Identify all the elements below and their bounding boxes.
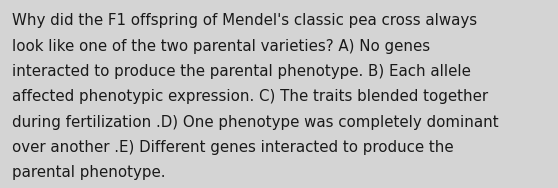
Text: parental phenotype.: parental phenotype. <box>12 165 166 180</box>
Text: look like one of the two parental varieties? A) No genes: look like one of the two parental variet… <box>12 39 430 54</box>
Text: Why did the F1 offspring of Mendel's classic pea cross always: Why did the F1 offspring of Mendel's cla… <box>12 13 478 28</box>
Text: over another .E) Different genes interacted to produce the: over another .E) Different genes interac… <box>12 140 454 155</box>
Text: affected phenotypic expression. C) The traits blended together: affected phenotypic expression. C) The t… <box>12 89 488 104</box>
Text: during fertilization .D) One phenotype was completely dominant: during fertilization .D) One phenotype w… <box>12 115 499 130</box>
Text: interacted to produce the parental phenotype. B) Each allele: interacted to produce the parental pheno… <box>12 64 471 79</box>
